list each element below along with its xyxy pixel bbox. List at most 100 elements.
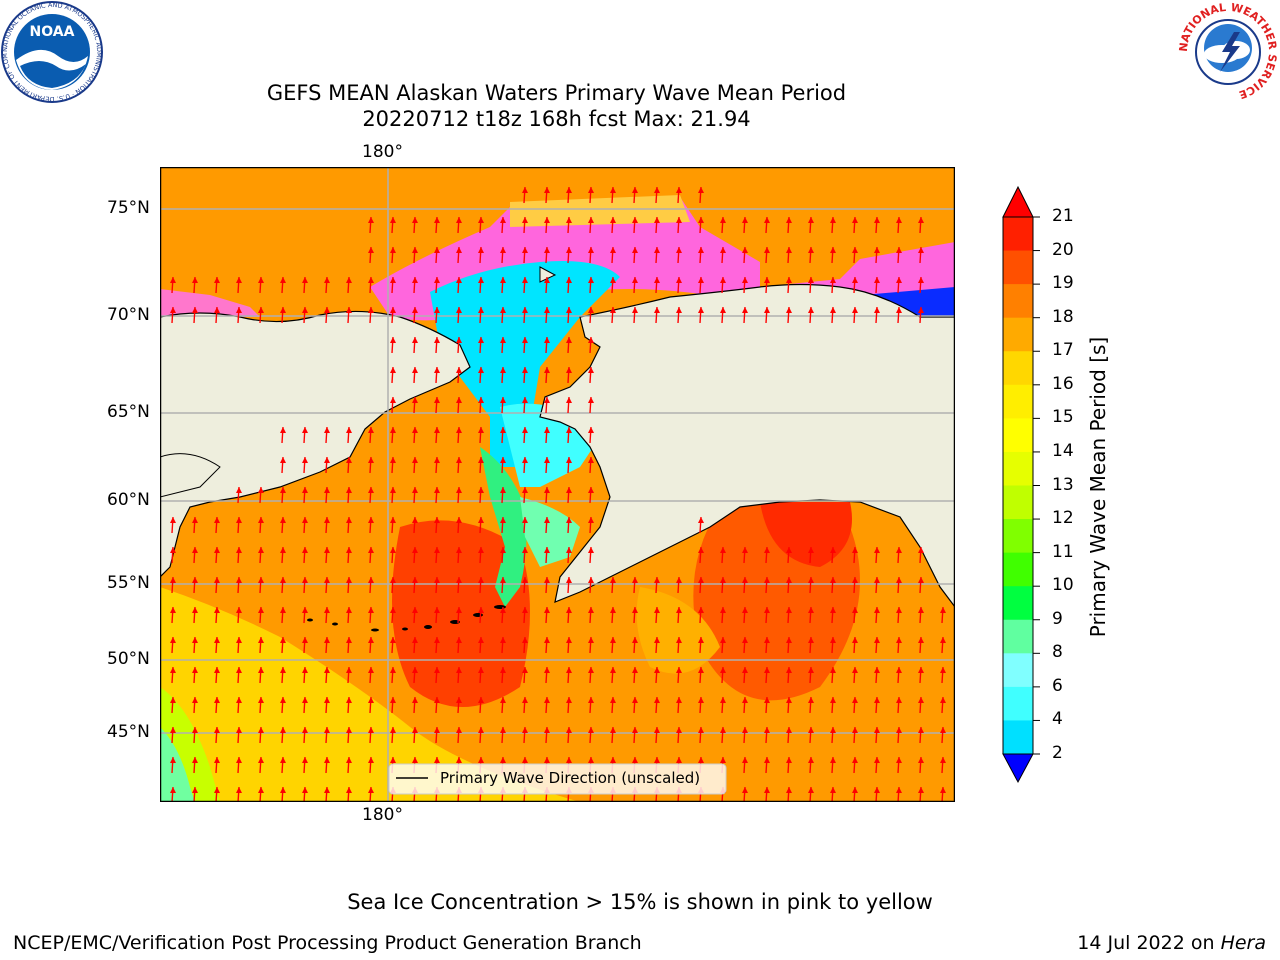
wave-arrow-head (170, 277, 176, 283)
wave-arrow-head (258, 547, 264, 553)
wave-arrow-head (346, 637, 352, 643)
wave-arrow-head (874, 577, 880, 583)
wave-arrow-head (390, 397, 396, 403)
wave-arrow-head (214, 607, 220, 613)
wave-arrow-head (434, 277, 440, 283)
wave-arrow-head (874, 607, 880, 613)
wave-arrow-head (346, 757, 352, 763)
wave-arrow-head (896, 217, 902, 223)
wave-arrow-head (170, 307, 176, 313)
wave-arrow-head (170, 697, 176, 703)
wave-arrow-head (698, 727, 704, 733)
wave-arrow-head (478, 697, 484, 703)
wave-arrow-head (522, 337, 528, 343)
wave-arrow-head (544, 637, 550, 643)
wave-arrow-head (170, 607, 176, 613)
wave-arrow-head (852, 577, 858, 583)
wave-arrow-head (478, 577, 484, 583)
land-kamchatka-north (160, 453, 221, 498)
wave-arrow-head (610, 667, 616, 673)
colorbar-band (1003, 418, 1033, 453)
wave-arrow-head (566, 607, 572, 613)
wave-arrow-head (588, 697, 594, 703)
wave-arrow-head (698, 217, 704, 223)
wave-arrow-head (544, 577, 550, 583)
wave-arrow-head (390, 247, 396, 253)
wave-arrow-head (456, 757, 462, 763)
wave-arrow-head (170, 637, 176, 643)
wave-arrow-head (258, 277, 264, 283)
period-16-zone (160, 587, 580, 802)
wave-arrow-head (544, 697, 550, 703)
wave-arrow-head (236, 697, 242, 703)
wave-arrow-head (390, 577, 396, 583)
wave-arrow-head (434, 397, 440, 403)
wave-arrow-head (170, 577, 176, 583)
wave-arrow-head (522, 307, 528, 313)
wave-arrow-head (654, 247, 660, 253)
wave-arrow-head (456, 457, 462, 463)
wave-arrow-head (720, 727, 726, 733)
wave-arrow-head (324, 667, 330, 673)
colorbar-tick-label: 10 (1052, 575, 1074, 596)
wave-arrow-head (214, 667, 220, 673)
wave-arrow-head (808, 667, 814, 673)
wave-arrow-head (170, 517, 176, 523)
wave-arrow-head (610, 757, 616, 763)
wave-arrow-head (456, 607, 462, 613)
wave-arrow-head (698, 667, 704, 673)
wave-arrow-head (302, 637, 308, 643)
wave-arrow-head (412, 247, 418, 253)
wave-arrow-head (192, 697, 198, 703)
wave-arrow-head (236, 607, 242, 613)
wave-arrow-head (610, 217, 616, 223)
colorbar-tick-label: 6 (1052, 675, 1063, 696)
wave-arrow-head (874, 277, 880, 283)
wave-arrow-head (896, 637, 902, 643)
wave-arrow-head (808, 247, 814, 253)
wave-arrow-head (852, 757, 858, 763)
wave-arrow-head (412, 547, 418, 553)
wave-arrow-head (368, 787, 374, 793)
wave-arrow-head (544, 667, 550, 673)
wave-arrow-head (192, 607, 198, 613)
wave-arrow-head (786, 247, 792, 253)
wave-arrow-head (830, 667, 836, 673)
wave-arrow-head (852, 277, 858, 283)
wave-arrow-head (412, 337, 418, 343)
wave-arrow-head (874, 637, 880, 643)
wave-arrow-head (676, 577, 682, 583)
graticule (160, 167, 955, 802)
wave-arrow-head (764, 307, 770, 313)
wave-arrow-head (236, 547, 242, 553)
wave-arrow-head (434, 427, 440, 433)
footer-date: 14 Jul 2022 on Hera (1077, 932, 1266, 954)
lat-label-45: 45°N (107, 722, 150, 742)
wave-arrow-head (346, 427, 352, 433)
wave-arrow-head (302, 667, 308, 673)
wave-arrow-head (258, 697, 264, 703)
wave-arrow-head (610, 637, 616, 643)
wave-arrow-head (676, 697, 682, 703)
noaa-logo: NATIONAL OCEANIC AND ATMOSPHERIC ADMINIS… (0, 0, 104, 104)
wave-arrow-head (896, 277, 902, 283)
wave-arrow-head (742, 277, 748, 283)
colorbar-label: Primary Wave Mean Period [s] (1086, 336, 1110, 638)
wave-arrow-head (302, 547, 308, 553)
wave-arrow-head (214, 547, 220, 553)
wave-arrow-head (478, 517, 484, 523)
wave-arrow-head (170, 757, 176, 763)
wave-arrow-head (170, 727, 176, 733)
wave-arrow-head (324, 547, 330, 553)
wave-arrow-head (412, 577, 418, 583)
wave-arrow-head (566, 697, 572, 703)
wave-arrow-head (786, 547, 792, 553)
wave-arrow-head (676, 277, 682, 283)
wave-arrow-head (346, 517, 352, 523)
wave-arrow-head (940, 697, 946, 703)
wave-arrow-head (896, 787, 902, 793)
wave-arrow-head (764, 247, 770, 253)
wave-arrow-head (346, 547, 352, 553)
wave-arrow-head (368, 487, 374, 493)
wave-arrow-head (346, 697, 352, 703)
